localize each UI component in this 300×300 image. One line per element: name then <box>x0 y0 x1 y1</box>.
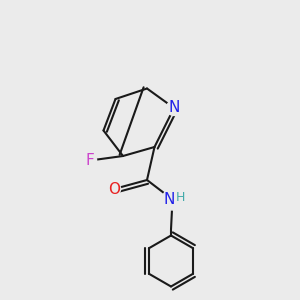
Circle shape <box>107 182 121 196</box>
Circle shape <box>162 189 183 210</box>
Text: H: H <box>175 190 185 204</box>
Circle shape <box>167 100 182 116</box>
Text: N: N <box>168 100 180 116</box>
Circle shape <box>83 154 97 167</box>
Text: N: N <box>164 192 175 207</box>
Text: O: O <box>108 182 120 196</box>
Text: F: F <box>85 153 94 168</box>
